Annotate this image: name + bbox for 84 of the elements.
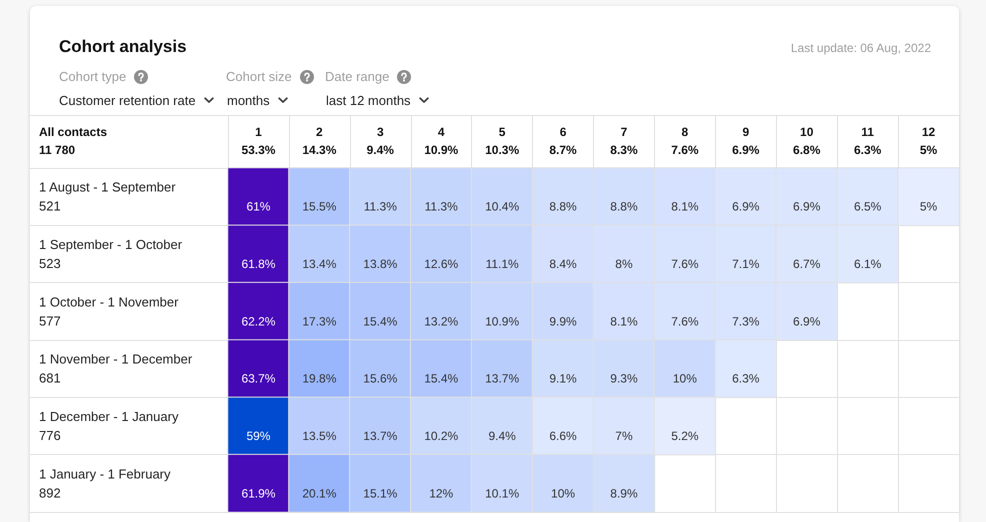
text: Cohort size xyxy=(226,69,292,84)
data-label: 11.3% xyxy=(424,200,458,214)
data-label: 8% xyxy=(615,257,633,271)
data-label: 7% xyxy=(615,429,633,443)
x-tick-label: 10 6.8% xyxy=(793,125,821,157)
data-label: 10.9% xyxy=(485,314,520,328)
data-label: 12% xyxy=(429,486,454,500)
data-label: 10.1% xyxy=(485,486,520,500)
x-tick-label: 6 8.7% xyxy=(549,125,578,157)
data-label: 15.5% xyxy=(302,200,337,214)
data-label: 5.2% xyxy=(671,429,699,443)
chart-title: Cohort analysis xyxy=(59,37,187,57)
x-tick-label: 11 6.3% xyxy=(854,125,882,157)
x-tick-label: 12 5% xyxy=(920,125,938,157)
data-label: 20.1% xyxy=(302,486,337,500)
data-label: 6.7% xyxy=(793,257,821,271)
data-label: 7.1% xyxy=(732,257,760,271)
x-tick-label: 5 10.3% xyxy=(485,125,520,157)
data-label: 9.4% xyxy=(488,429,516,443)
data-label: 61.8% xyxy=(241,257,276,271)
x-tick-label: 9 6.9% xyxy=(732,125,760,157)
data-label: 19.8% xyxy=(302,372,337,386)
data-label: 6.1% xyxy=(854,257,882,271)
data-label: 59% xyxy=(246,429,271,443)
data-label: 61% xyxy=(246,200,271,214)
data-label: 15.4% xyxy=(424,372,459,386)
x-tick-label: 7 8.3% xyxy=(610,125,638,157)
data-label: 13.4% xyxy=(302,257,337,271)
data-label: 9.1% xyxy=(549,372,578,386)
data-label: 9.3% xyxy=(610,372,638,386)
data-label: 6.9% xyxy=(732,200,760,214)
data-label: 9.9% xyxy=(549,314,578,328)
data-label: 8.9% xyxy=(610,486,638,500)
data-label: 6.9% xyxy=(793,200,821,214)
data-label: 6.5% xyxy=(854,200,882,214)
data-label: 12.6% xyxy=(424,257,459,271)
text: Customer retention rate xyxy=(59,93,196,108)
data-label: 61.9% xyxy=(241,486,276,500)
x-tick-label: 2 14.3% xyxy=(302,125,337,157)
data-label: 15.6% xyxy=(363,372,398,386)
data-label: 15.1% xyxy=(363,486,398,500)
y-tick-label: 1 November - 1 December 681 xyxy=(39,352,193,386)
data-label: 13.8% xyxy=(363,257,398,271)
x-tick-label: 1 53.3% xyxy=(241,125,276,157)
data-label: 13.7% xyxy=(485,372,520,386)
y-tick-label: 1 October - 1 November 577 xyxy=(39,294,180,328)
data-label: 13.2% xyxy=(424,314,459,328)
data-label: 15.4% xyxy=(363,314,398,328)
data-label: 63.7% xyxy=(241,372,276,386)
data-label: 6.6% xyxy=(549,429,578,443)
data-label: 13.5% xyxy=(302,429,337,443)
data-label: 10% xyxy=(551,486,576,500)
data-label: 10.2% xyxy=(424,429,459,443)
text: months xyxy=(227,93,270,108)
y-tick-label: 1 September - 1 October 523 xyxy=(39,237,183,271)
text: Cohort type xyxy=(59,69,126,84)
x-tick-label: 4 10.9% xyxy=(424,125,459,157)
data-label: 62.2% xyxy=(241,314,276,328)
y-tick-label: 1 January - 1 February 892 xyxy=(39,466,172,500)
data-label: 6.3% xyxy=(732,372,760,386)
data-label: 8.8% xyxy=(549,200,578,214)
text: last 12 months xyxy=(326,93,411,108)
data-label: 11.3% xyxy=(364,200,398,214)
data-label: 6.9% xyxy=(793,314,821,328)
data-label: 10% xyxy=(672,372,698,386)
data-label: 8.8% xyxy=(610,200,638,214)
data-label: 11.1% xyxy=(486,257,520,271)
x-tick-label: 3 9.4% xyxy=(366,125,394,157)
y-tick-label: 1 August - 1 September 521 xyxy=(39,180,176,214)
text: Last update: 06 Aug, 2022 xyxy=(790,41,931,55)
data-label: 17.3% xyxy=(302,314,337,328)
text: Date range xyxy=(325,69,390,84)
data-label: 13.7% xyxy=(363,429,398,443)
data-label: 8.1% xyxy=(671,200,699,214)
data-label: 5% xyxy=(920,200,938,214)
data-label: 8.4% xyxy=(549,257,578,271)
x-tick-label: 8 7.6% xyxy=(671,125,699,157)
data-label: 8.1% xyxy=(610,314,638,328)
data-label: 7.6% xyxy=(671,257,699,271)
text: All contacts 11 780 xyxy=(39,124,108,159)
data-label: 7.3% xyxy=(732,314,760,328)
y-tick-label: 1 December - 1 January 776 xyxy=(39,409,179,443)
data-label: 10.4% xyxy=(485,200,520,214)
data-label: 7.6% xyxy=(671,314,699,328)
